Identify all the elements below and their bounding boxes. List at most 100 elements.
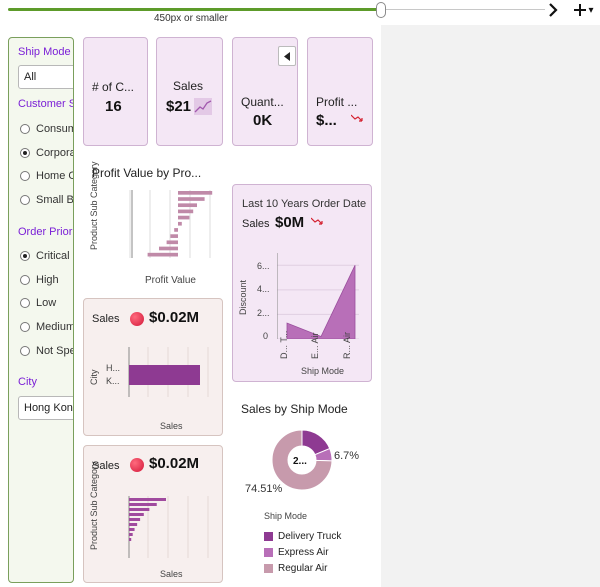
kpi-title: Quant... — [241, 95, 284, 109]
city-bar — [129, 365, 200, 375]
legend-item-express-air[interactable]: Express Air — [264, 547, 329, 558]
discount-tile[interactable]: Last 10 Years Order Date Sales $0M Disco… — [232, 184, 372, 382]
triangle-left-icon — [283, 51, 290, 61]
next-button[interactable] — [545, 0, 561, 20]
subcat-bar — [129, 498, 166, 501]
priority-option-critical[interactable]: Critical — [20, 250, 70, 262]
discount-area — [286, 265, 356, 339]
priority-option-high[interactable]: High — [20, 274, 59, 286]
profit-bar — [147, 252, 178, 257]
option-label: Not Specified — [36, 345, 73, 357]
city-tick-1: K... — [106, 376, 120, 386]
donut-hole — [288, 446, 316, 474]
legend-item-regular-air[interactable]: Regular Air — [264, 563, 327, 574]
donut-pct-large: 74.51% — [245, 483, 283, 495]
legend-swatch — [264, 532, 273, 541]
kpi-tile-customers[interactable]: # of C... 16 — [83, 37, 148, 146]
segment-option-corporate[interactable]: Corporate — [20, 147, 73, 159]
slider-thumb[interactable] — [376, 2, 386, 18]
layout-slider-bar: 450px or smaller ▾ — [0, 0, 600, 28]
kpi-value: 16 — [105, 98, 122, 115]
kpi-title: Sales — [173, 79, 204, 93]
ship-mode-label: Ship Mode — [18, 46, 71, 58]
subcat-bar — [129, 503, 157, 506]
profit-bar — [178, 215, 190, 220]
sales-subcat-bar-chart[interactable] — [128, 496, 212, 558]
profit-bar — [178, 209, 194, 214]
discount-kpi-label: Sales — [242, 218, 270, 230]
radio-icon — [20, 298, 30, 308]
sales-subcat-label: Sales — [92, 460, 120, 472]
discount-area-chart[interactable] — [277, 253, 359, 339]
radio-selected-icon — [20, 251, 30, 261]
city-select[interactable]: Hong Kong — [18, 396, 73, 420]
status-dot-icon — [130, 458, 144, 472]
segment-option-small-business[interactable]: Small Business — [20, 194, 73, 206]
option-label: Critical — [36, 250, 70, 262]
profit-bar — [166, 240, 178, 245]
discount-ylabel: Discount — [238, 279, 248, 315]
legend-label: Express Air — [278, 547, 329, 558]
subcat-bar — [129, 523, 138, 526]
ship-mode-select[interactable]: All — [18, 65, 73, 89]
sales-subcat-xlabel: Sales — [160, 569, 183, 579]
option-label: Consumer — [36, 123, 73, 135]
subcat-bar — [129, 513, 144, 516]
option-label: Low — [36, 297, 57, 309]
radio-icon — [20, 171, 30, 181]
chevron-right-icon — [549, 3, 558, 17]
kpi-tile-sales[interactable]: Sales $21 — [156, 37, 223, 146]
donut-legend-title: Ship Mode — [264, 511, 308, 521]
sales-city-tile[interactable]: Sales $0.02M City H... K... Sales — [83, 298, 223, 436]
radio-icon — [20, 322, 30, 332]
discount-xtick-2: R... Air — [342, 331, 352, 359]
legend-item-delivery-truck[interactable]: Delivery Truck — [264, 531, 341, 542]
collapse-panel-button[interactable] — [278, 46, 296, 66]
subcat-bar — [129, 533, 133, 536]
sales-city-bar-chart[interactable] — [128, 347, 212, 397]
plus-icon — [574, 4, 587, 16]
sales-subcat-value: $0.02M — [149, 455, 200, 472]
profit-bar — [178, 203, 197, 208]
priority-option-low[interactable]: Low — [20, 297, 56, 309]
sales-subcat-tile[interactable]: Sales $0.02M Product Sub Category Sales — [83, 445, 223, 583]
profit-bar — [178, 191, 213, 195]
segment-option-consumer[interactable]: Consumer — [20, 123, 73, 135]
profit-bar — [174, 228, 178, 232]
profit-bar — [178, 197, 205, 201]
priority-option-medium[interactable]: Medium — [20, 321, 74, 333]
customer-segment-label: Customer Segment — [18, 98, 73, 110]
slider-track-rest[interactable] — [385, 9, 545, 10]
option-label: High — [36, 274, 59, 286]
slider-label: 450px or smaller — [154, 13, 228, 24]
discount-ytick-0: 6... — [257, 261, 270, 271]
sales-city-value: $0.02M — [149, 309, 200, 326]
filter-panel: Ship Mode All Customer Segment Consumer … — [8, 37, 74, 583]
profit-chart-xlabel: Profit Value — [145, 275, 196, 286]
kpi-value: 0K — [253, 112, 273, 129]
option-label: Medium — [36, 321, 74, 333]
order-priority-label: Order Priority — [18, 226, 73, 238]
discount-ytick-2: 2... — [257, 308, 270, 318]
subcat-bar — [129, 508, 150, 511]
radio-icon — [20, 275, 30, 285]
sales-city-xlabel: Sales — [160, 421, 183, 431]
caret-down-icon: ▾ — [588, 4, 594, 16]
discount-xtick-1: E... Air — [310, 332, 320, 359]
legend-label: Delivery Truck — [278, 531, 342, 542]
profit-bar — [159, 246, 178, 251]
radio-selected-icon — [20, 148, 30, 158]
profit-bar-chart[interactable] — [120, 190, 220, 258]
city-bar — [129, 375, 200, 385]
discount-xtick-0: D... T... — [279, 330, 289, 359]
discount-xlabel: Ship Mode — [301, 366, 345, 376]
sales-ship-mode-donut[interactable] — [270, 428, 334, 492]
priority-option-not-specified[interactable]: Not Specified — [20, 345, 73, 357]
add-button[interactable]: ▾ — [571, 0, 597, 20]
kpi-tile-profit[interactable]: Profit ... $... — [307, 37, 373, 146]
subcat-bar — [129, 538, 132, 541]
workspace-background — [381, 25, 600, 587]
donut-center-label: 2... — [293, 456, 307, 467]
slider-track[interactable] — [8, 8, 381, 11]
segment-option-home-office[interactable]: Home Office — [20, 170, 73, 182]
